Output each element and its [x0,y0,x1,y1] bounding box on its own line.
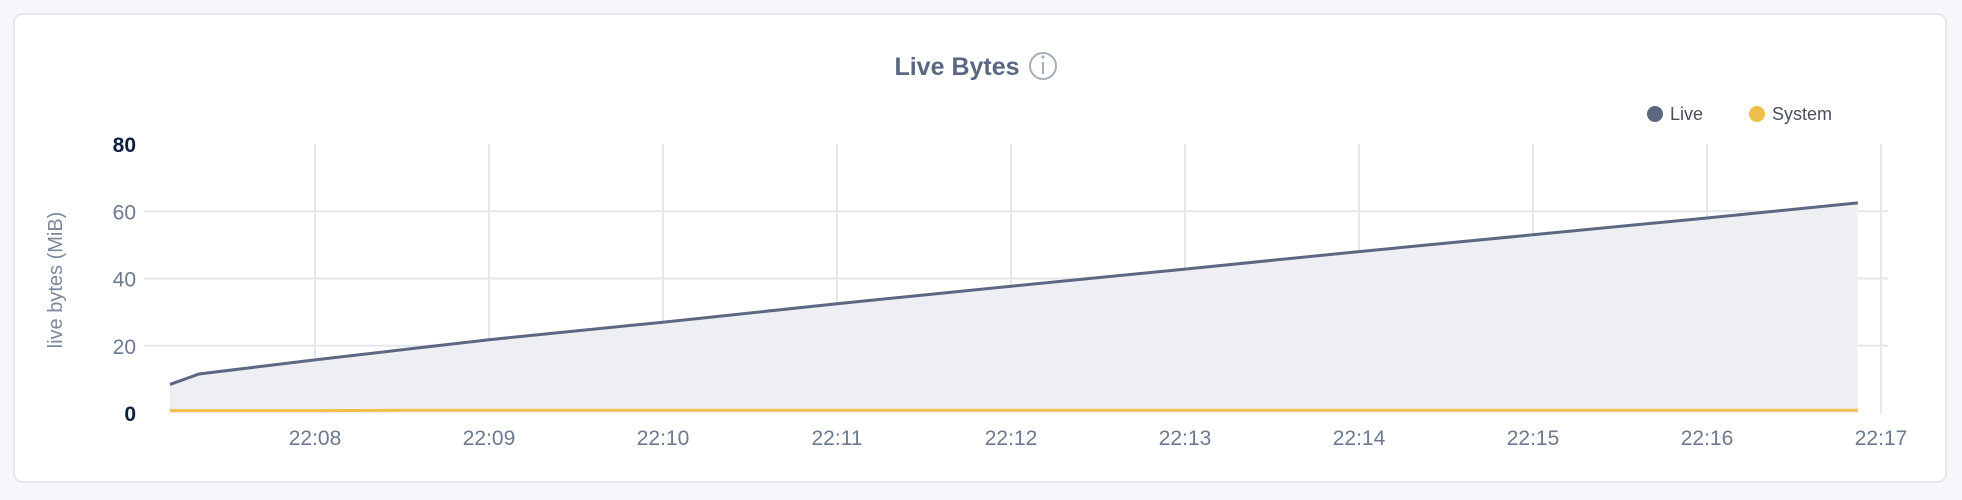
x-tick-label: 22:08 [289,427,342,450]
y-tick-label: 20 [113,336,136,359]
x-tick-label: 22:16 [1681,427,1734,450]
x-tick-label: 22:17 [1855,427,1908,450]
x-tick-label: 22:15 [1507,427,1560,450]
chart-title: Live Bytes [894,53,1019,81]
x-tick-label: 22:09 [463,427,516,450]
legend-label-live: Live [1670,104,1703,124]
x-tick-label: 22:13 [1159,427,1212,450]
info-circle-icon[interactable] [1029,52,1057,80]
x-tick-label: 22:10 [637,427,690,450]
y-tick-label: 40 [113,269,136,292]
x-tick-label: 22:12 [985,427,1038,450]
axes: 0 20 40 60 80 22:08 22:09 22:10 22:11 22:12 22:13 2… [113,134,1908,450]
legend-item-system[interactable]: System [1749,104,1832,124]
x-tick-label: 22:11 [812,427,863,450]
legend-dot-system [1749,106,1765,122]
legend-dot-live [1647,106,1663,122]
series-layer [169,201,1858,413]
x-tick-label: 22:14 [1333,427,1386,450]
y-tick-label: 80 [113,134,136,157]
area-live [170,202,1858,413]
y-axis-label: live bytes (MiB) [45,212,67,349]
y-tick-label: 60 [113,201,136,224]
y-tick-label: 0 [124,403,136,426]
legend-label-system: System [1772,104,1832,124]
legend-item-live[interactable]: Live [1647,104,1703,124]
